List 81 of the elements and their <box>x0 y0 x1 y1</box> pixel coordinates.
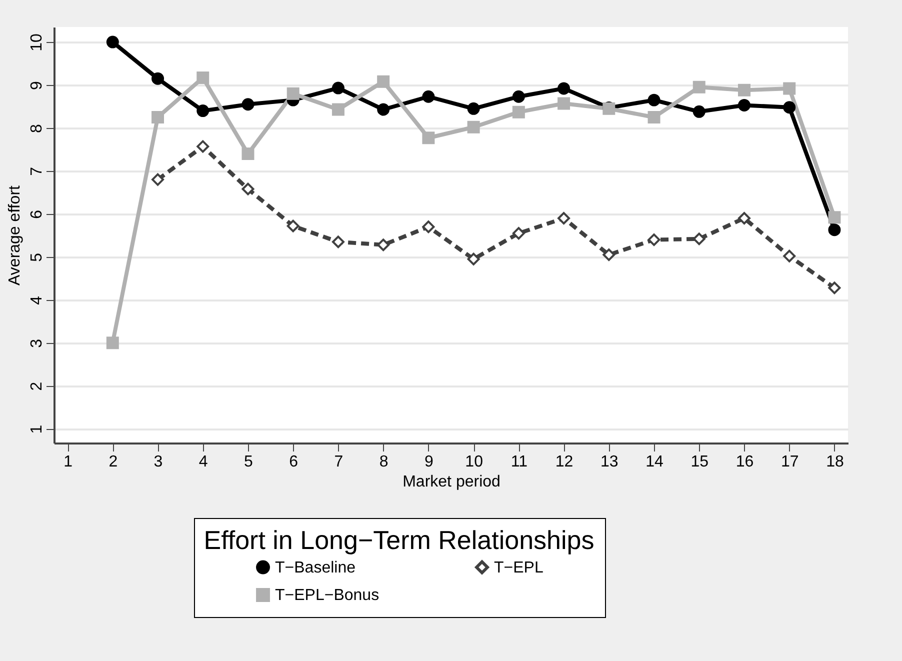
point <box>106 336 119 350</box>
point <box>558 212 570 224</box>
y-tick-label: 3 <box>28 338 46 348</box>
point <box>196 71 210 84</box>
point <box>332 103 344 116</box>
x-tick-label: 4 <box>198 454 208 470</box>
point <box>196 140 210 153</box>
legend-label: T−EPL <box>494 559 544 576</box>
point <box>286 220 300 232</box>
point <box>152 111 164 124</box>
x-tick-label: 17 <box>780 454 799 470</box>
x-tick-label: 5 <box>244 454 254 470</box>
point <box>558 97 570 110</box>
x-tick-label: 7 <box>334 454 344 470</box>
y-tick-label: 4 <box>28 296 46 305</box>
point <box>467 102 480 115</box>
y-tick-label: 2 <box>28 382 46 391</box>
point <box>648 111 660 124</box>
point <box>152 72 164 85</box>
x-tick-label: 8 <box>379 454 388 470</box>
point <box>828 282 841 294</box>
x-tick-label: 15 <box>690 454 709 470</box>
point <box>738 98 750 112</box>
y-tick-label: 6 <box>28 210 46 219</box>
y-tick-label: 7 <box>28 166 46 176</box>
point <box>106 36 119 48</box>
point <box>602 248 616 262</box>
x-tick-label: 14 <box>646 454 664 470</box>
point <box>377 238 390 252</box>
x-tick-label: 16 <box>736 454 754 470</box>
x-tick-label: 18 <box>826 454 844 470</box>
legend-label: T−Baseline <box>275 559 356 576</box>
x-tick-label: 1 <box>64 454 73 470</box>
point <box>783 250 796 262</box>
x-tick-label: 2 <box>108 454 118 470</box>
point <box>738 212 750 224</box>
x-tick-label: 13 <box>600 454 618 470</box>
y-tick-label: 5 <box>28 252 46 262</box>
x-tick-label: 11 <box>510 454 528 470</box>
point <box>377 75 390 88</box>
point <box>738 84 750 96</box>
y-tick-label: 10 <box>28 34 46 52</box>
point <box>377 103 390 116</box>
x-tick-label: 12 <box>555 454 574 470</box>
legend-label: T−EPL−Bonus <box>275 587 380 604</box>
x-tick-label: 6 <box>289 454 298 470</box>
x-tick-label: 3 <box>154 454 163 470</box>
point <box>242 98 254 111</box>
point <box>512 90 525 103</box>
y-tick-label: 9 <box>28 80 46 90</box>
point <box>152 173 164 186</box>
legend-title: Effort in Long−Term Relationships <box>204 525 594 555</box>
point <box>196 104 210 118</box>
point <box>332 82 344 94</box>
x-tick-label: 9 <box>424 454 434 470</box>
x-axis-title: Market period <box>402 474 500 490</box>
point <box>648 233 660 246</box>
point <box>692 105 706 118</box>
point <box>558 82 570 95</box>
x-tick-label: 10 <box>465 454 484 470</box>
point <box>242 148 254 160</box>
point <box>422 220 435 234</box>
point <box>286 87 300 100</box>
point <box>332 236 344 248</box>
point <box>648 94 660 106</box>
point <box>242 182 254 196</box>
point <box>512 227 525 240</box>
y-axis-title: Average effort <box>6 184 24 286</box>
point <box>467 252 480 266</box>
point <box>422 132 435 144</box>
point <box>828 224 841 236</box>
point <box>783 82 796 95</box>
y-tick-label: 1 <box>28 424 46 434</box>
point <box>422 90 435 103</box>
point <box>783 101 796 114</box>
point <box>692 232 706 246</box>
y-tick-label: 8 <box>28 124 46 133</box>
point <box>828 211 841 224</box>
point <box>692 80 706 94</box>
point <box>467 120 480 134</box>
point <box>512 106 525 118</box>
